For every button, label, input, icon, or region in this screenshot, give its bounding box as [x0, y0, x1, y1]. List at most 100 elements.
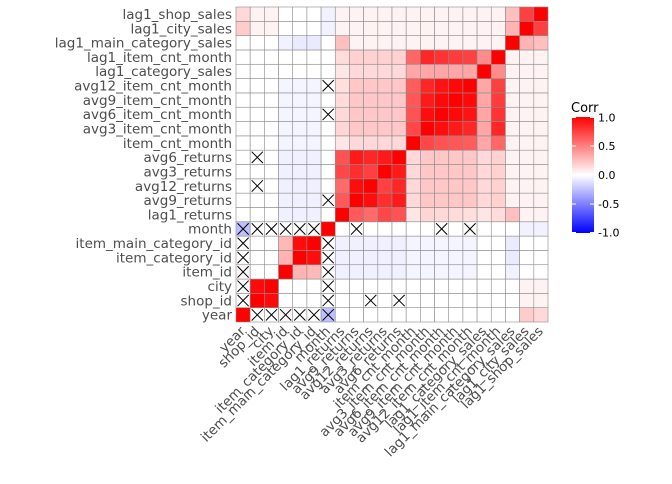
- heatmap-cell: [519, 264, 535, 280]
- heatmap-cell: [490, 164, 506, 180]
- heatmap-cell: [405, 250, 421, 266]
- heatmap-cell: [490, 207, 506, 223]
- heatmap-cell: [391, 307, 407, 323]
- heatmap-cell: [235, 207, 251, 223]
- insignificant-cross-marker: [308, 308, 320, 321]
- heatmap-cell: [292, 92, 308, 108]
- heatmap-cell: [519, 293, 535, 308]
- heatmap-cell: [334, 192, 350, 208]
- heatmap-cell: [405, 293, 421, 308]
- heatmap-cell: [490, 235, 506, 251]
- heatmap-cell: [377, 250, 393, 266]
- heatmap-cell: [462, 207, 478, 223]
- heatmap-cell: [349, 106, 364, 122]
- heatmap-cell: [505, 293, 520, 308]
- heatmap-cell: [249, 164, 265, 180]
- heatmap-cell: [363, 278, 379, 294]
- heatmap-cell: [264, 264, 279, 280]
- heatmap-cell: [434, 293, 450, 308]
- heatmap-cell: [320, 63, 336, 79]
- heatmap-cell: [349, 6, 364, 22]
- heatmap-cell: [278, 250, 294, 266]
- heatmap-cell: [306, 207, 322, 223]
- heatmap-cell: [391, 49, 407, 65]
- insignificant-cross-marker: [237, 222, 250, 235]
- insignificant-cross-marker: [322, 294, 335, 307]
- heatmap-cell: [490, 278, 506, 294]
- heatmap-cell: [264, 135, 279, 151]
- heatmap-cell: [462, 250, 478, 266]
- heatmap-cell: [476, 149, 492, 165]
- heatmap-cell: [448, 192, 464, 208]
- heatmap-cell: [264, 92, 279, 108]
- heatmap-cell: [334, 250, 350, 266]
- heatmap-cell: [490, 106, 506, 122]
- y-tick-label: lag1_city_sales: [130, 21, 232, 37]
- heatmap-cell: [334, 264, 350, 280]
- heatmap-cell: [476, 207, 492, 223]
- heatmap-cell: [235, 164, 251, 180]
- heatmap-cell: [462, 35, 478, 51]
- heatmap-cell: [278, 35, 294, 51]
- heatmap-cell: [462, 307, 478, 323]
- heatmap-cell: [490, 293, 506, 308]
- heatmap-cell: [363, 78, 379, 94]
- heatmap-cell: [448, 235, 464, 251]
- heatmap-cell: [434, 192, 450, 208]
- heatmap-cell: [476, 21, 492, 36]
- heatmap-cell: [249, 35, 265, 51]
- heatmap-cell: [292, 264, 308, 280]
- heatmap-cell: [349, 49, 364, 65]
- heatmap-cell: [278, 207, 294, 223]
- heatmap-cell: [448, 35, 464, 51]
- heatmap-cell: [249, 49, 265, 65]
- heatmap-cell: [533, 135, 549, 151]
- heatmap-cell: [533, 264, 549, 280]
- heatmap-cell: [306, 35, 322, 51]
- y-tick-label: lag1_returns: [148, 207, 232, 223]
- heatmap-cell: [334, 63, 350, 79]
- heatmap-cell: [490, 6, 506, 22]
- heatmap-cell: [462, 121, 478, 137]
- heatmap-cell: [462, 63, 478, 79]
- insignificant-cross-marker: [279, 308, 292, 321]
- heatmap-cell: [420, 78, 435, 94]
- heatmap-cell: [533, 106, 549, 122]
- heatmap-cell: [420, 92, 435, 108]
- heatmap-cell: [462, 264, 478, 280]
- insignificant-cross-marker: [464, 222, 476, 235]
- heatmap-cell: [476, 307, 492, 323]
- heatmap-cell: [505, 106, 520, 122]
- legend: Corr 1.0 0.5 0.0 -0.5 -1.0: [571, 101, 619, 240]
- heatmap-cell: [420, 192, 435, 208]
- heatmap-cell: [363, 6, 379, 22]
- heatmap-cell: [292, 250, 308, 266]
- y-tick-label: item_id: [182, 265, 232, 281]
- heatmap-cell: [434, 6, 450, 22]
- heatmap-cell: [434, 92, 450, 108]
- heatmap-cell: [490, 192, 506, 208]
- heatmap-cell: [264, 121, 279, 137]
- heatmap-cell: [490, 149, 506, 165]
- heatmap-cell: [476, 178, 492, 194]
- heatmap-cell: [306, 6, 322, 22]
- heatmap-cell: [249, 121, 265, 137]
- heatmap-cell: [533, 235, 549, 251]
- heatmap-cell: [405, 63, 421, 79]
- heatmap-cell: [306, 49, 322, 65]
- heatmap-cell: [505, 92, 520, 108]
- insignificant-cross-marker: [279, 222, 292, 235]
- heatmap-cell: [490, 221, 506, 237]
- heatmap-cell: [490, 63, 506, 79]
- heatmap-cell: [320, 207, 336, 223]
- heatmap-cell: [306, 78, 322, 94]
- heatmap-cell: [278, 63, 294, 79]
- heatmap-cell: [278, 21, 294, 36]
- heatmap-cell: [448, 207, 464, 223]
- heatmap-cell: [533, 21, 549, 36]
- heatmap-cell: [490, 92, 506, 108]
- heatmap-cell: [363, 121, 379, 137]
- insignificant-cross-marker: [237, 280, 250, 293]
- legend-tick-label: 0.5: [598, 140, 616, 153]
